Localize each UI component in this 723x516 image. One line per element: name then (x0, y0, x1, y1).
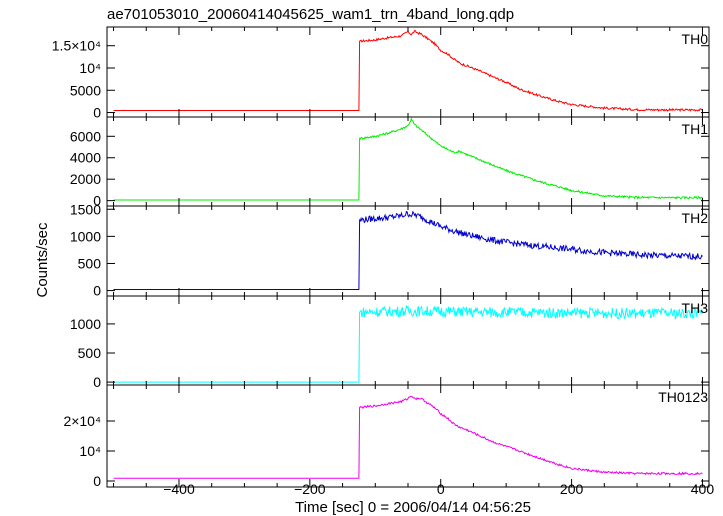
y-axis-label: Counts/sec (34, 222, 51, 298)
y-tick-label: 1000 (70, 316, 101, 332)
x-tick-label: 200 (560, 481, 584, 497)
x-tick-label: −400 (163, 481, 195, 497)
x-tick-label: −200 (294, 481, 326, 497)
panel-frame (106, 384, 710, 488)
y-tick-label: 0 (93, 374, 101, 390)
y-tick-label: 500 (78, 255, 102, 271)
y-tick-label: 0 (93, 193, 101, 209)
panel-frame (106, 205, 710, 297)
series-line-th1 (113, 117, 703, 201)
panel-th1: 0 2000 4000 6000 TH1 (70, 116, 710, 209)
series-line-th2 (113, 210, 703, 290)
y-tick-label: 0 (93, 473, 101, 489)
y-tick-label: 0 (93, 105, 101, 121)
panel-th3: 0 500 1000 TH3 (70, 295, 710, 390)
y-tick-label: 2×10⁴ (63, 413, 101, 429)
y-tick-label: 2000 (70, 171, 101, 187)
y-tick-label: 0 (93, 283, 101, 299)
y-tick-label: 4000 (70, 150, 101, 166)
panel-label-th0123: TH0123 (658, 389, 708, 405)
panel-frame (106, 26, 710, 118)
y-tick-label: 5000 (70, 82, 101, 98)
series-line-th0 (113, 29, 703, 113)
x-tick-label: 400 (691, 481, 715, 497)
y-tick-label: 6000 (70, 128, 101, 144)
chart-title: ae701053010_20060414045625_wam1_trn_4ban… (107, 6, 514, 23)
panel-label-th2: TH2 (682, 210, 709, 226)
panel-label-th3: TH3 (682, 300, 709, 316)
x-tick-labels: −400 −200 0 200 400 (163, 481, 714, 497)
series-line-th3 (113, 304, 703, 383)
y-tick-label: 1000 (70, 228, 101, 244)
panel-label-th1: TH1 (682, 121, 709, 137)
y-tick-label: 10⁴ (79, 60, 101, 76)
x-tick-label: 0 (437, 481, 445, 497)
y-tick-label: 1500 (70, 201, 101, 217)
series-line-th0123 (113, 395, 703, 479)
panel-frame (106, 116, 710, 207)
panel-th2: 0 500 1000 1500 TH2 (70, 201, 710, 299)
y-tick-label: 1.5×10⁴ (52, 38, 101, 54)
panel-th0: 0 5000 10⁴ 1.5×10⁴ TH0 (52, 26, 710, 121)
y-tick-label: 10⁴ (79, 443, 101, 459)
panel-th0123: 0 10⁴ 2×10⁴ TH0123 (63, 384, 710, 489)
panel-label-th0: TH0 (682, 31, 709, 47)
y-tick-label: 500 (78, 345, 102, 361)
x-axis-label: Time [sec] 0 = 2006/04/14 04:56:25 (295, 499, 531, 516)
